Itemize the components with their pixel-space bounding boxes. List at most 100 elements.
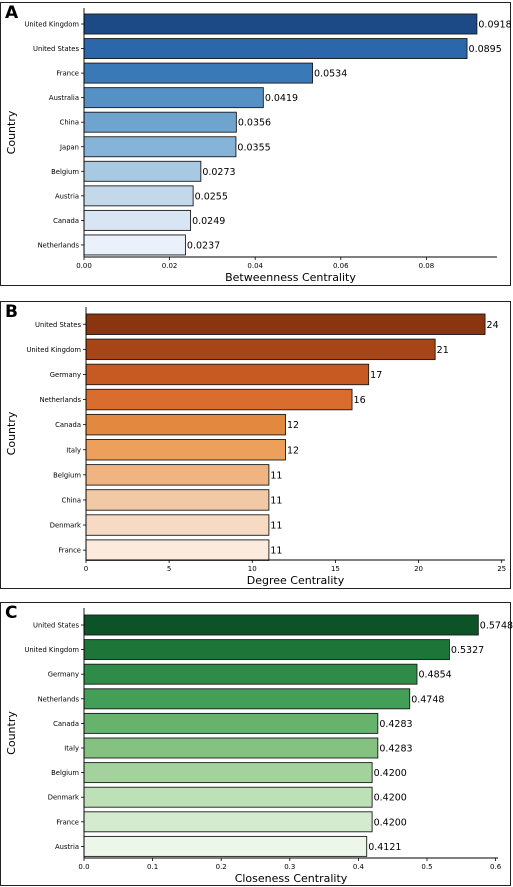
category-label: Italy	[66, 446, 81, 454]
data-label: 16	[354, 395, 366, 406]
bar	[83, 62, 313, 84]
category-label: China	[60, 119, 79, 127]
x-axis-title: Degree Centrality	[247, 574, 345, 587]
x-tick-label: 0.06	[333, 262, 349, 270]
data-label: 0.0918	[478, 20, 511, 31]
data-label: 11	[270, 521, 282, 532]
bar	[83, 234, 186, 256]
x-tick-label: 0.2	[216, 863, 227, 871]
category-label: Denmark	[50, 522, 81, 530]
category-label: Canada	[55, 421, 81, 429]
x-tick-label: 0.6	[490, 863, 502, 871]
category-label: Austria	[55, 192, 79, 200]
closeness-chart: 0.5748 United States 0.5327 United Kingdom 0…	[5, 608, 513, 885]
x-axis-title: Betweenness Centrality	[225, 271, 356, 284]
bar	[85, 514, 270, 536]
bar	[83, 185, 194, 207]
bar	[83, 209, 192, 231]
data-label: 21	[437, 345, 449, 356]
bar	[83, 811, 373, 833]
data-label: 11	[270, 470, 282, 481]
bar	[83, 712, 379, 734]
data-label: 0.0356	[238, 118, 271, 129]
x-tick-label: 0.00	[76, 262, 92, 270]
bar	[83, 111, 237, 133]
category-label: United States	[33, 622, 79, 630]
data-label: 0.0419	[265, 93, 298, 104]
panel-a: A 0.0918 United Kingdom 0.0895 United State…	[0, 2, 512, 286]
category-label: Belgium	[51, 168, 79, 176]
category-label: United States	[33, 45, 79, 53]
category-label: United Kingdom	[24, 646, 79, 654]
data-label: 11	[270, 495, 282, 506]
bar	[85, 413, 286, 436]
category-label: Denmark	[48, 794, 79, 802]
category-label: Belgium	[53, 471, 81, 479]
data-label: 0.4200	[374, 817, 407, 828]
category-label: Netherlands	[38, 695, 80, 703]
panel-label: C	[5, 603, 18, 623]
x-tick-label: 0.1	[147, 863, 158, 871]
category-label: China	[62, 496, 81, 504]
category-label: France	[56, 70, 79, 78]
data-label: 24	[487, 320, 499, 331]
degree-chart: 24 United States 21 United Kingdom 17 Germany…	[5, 307, 506, 587]
data-label: 0.0249	[192, 216, 225, 227]
category-label: United Kingdom	[26, 346, 81, 354]
x-tick-label: 0.0	[78, 863, 89, 871]
bar	[83, 160, 202, 182]
x-tick-label: 0.4	[353, 863, 365, 871]
data-label: 0.4748	[411, 694, 444, 705]
x-tick-label: 0	[84, 565, 88, 573]
y-axis-title: Country	[5, 711, 18, 755]
x-tick-label: 0.02	[162, 262, 178, 270]
category-label: France	[56, 818, 79, 826]
category-label: France	[58, 547, 81, 555]
x-tick-label: 0.04	[247, 262, 263, 270]
category-label: United States	[35, 321, 81, 329]
category-label: Canada	[53, 720, 79, 728]
x-tick-label: 0.08	[419, 262, 435, 270]
data-label: 0.0237	[187, 240, 220, 251]
data-label: 0.0255	[195, 191, 228, 202]
data-label: 11	[270, 546, 282, 557]
x-tick-label: 25	[497, 565, 506, 573]
y-axis-title: Country	[5, 411, 18, 455]
bar	[85, 539, 270, 561]
x-tick-label: 15	[331, 565, 340, 573]
data-label: 12	[287, 420, 299, 431]
data-label: 0.0895	[469, 44, 502, 55]
category-label: Austria	[55, 843, 79, 851]
data-label: 0.4283	[379, 744, 412, 755]
panel-c: C 0.5748 United States 0.5327 United Kingdo…	[0, 602, 513, 886]
category-label: Australia	[49, 94, 79, 102]
bar	[83, 136, 237, 158]
panel-label: A	[5, 3, 19, 23]
bar	[85, 363, 370, 386]
category-label: Germany	[48, 671, 79, 679]
data-label: 0.0355	[237, 142, 270, 153]
data-label: 0.4121	[368, 842, 401, 853]
category-label: Japan	[59, 143, 79, 151]
y-axis-title: Country	[5, 110, 18, 154]
data-label: 0.5748	[480, 621, 513, 632]
data-label: 17	[370, 370, 382, 381]
bar	[85, 313, 486, 335]
category-label: Canada	[53, 217, 79, 225]
bar	[83, 13, 478, 35]
x-tick-label: 10	[248, 565, 257, 573]
category-label: Germany	[50, 371, 81, 379]
bar	[83, 38, 468, 59]
category-label: Belgium	[51, 769, 79, 777]
bar	[85, 464, 270, 486]
bar	[83, 737, 379, 759]
data-label: 12	[287, 445, 299, 456]
bar	[83, 614, 479, 636]
bar	[83, 688, 411, 710]
data-label: 0.4854	[418, 670, 451, 681]
category-label: Netherlands	[40, 396, 82, 404]
data-label: 0.4200	[374, 793, 407, 804]
x-axis-title: Closeness Centrality	[235, 872, 348, 885]
category-label: Italy	[64, 745, 79, 753]
bar	[83, 87, 264, 109]
